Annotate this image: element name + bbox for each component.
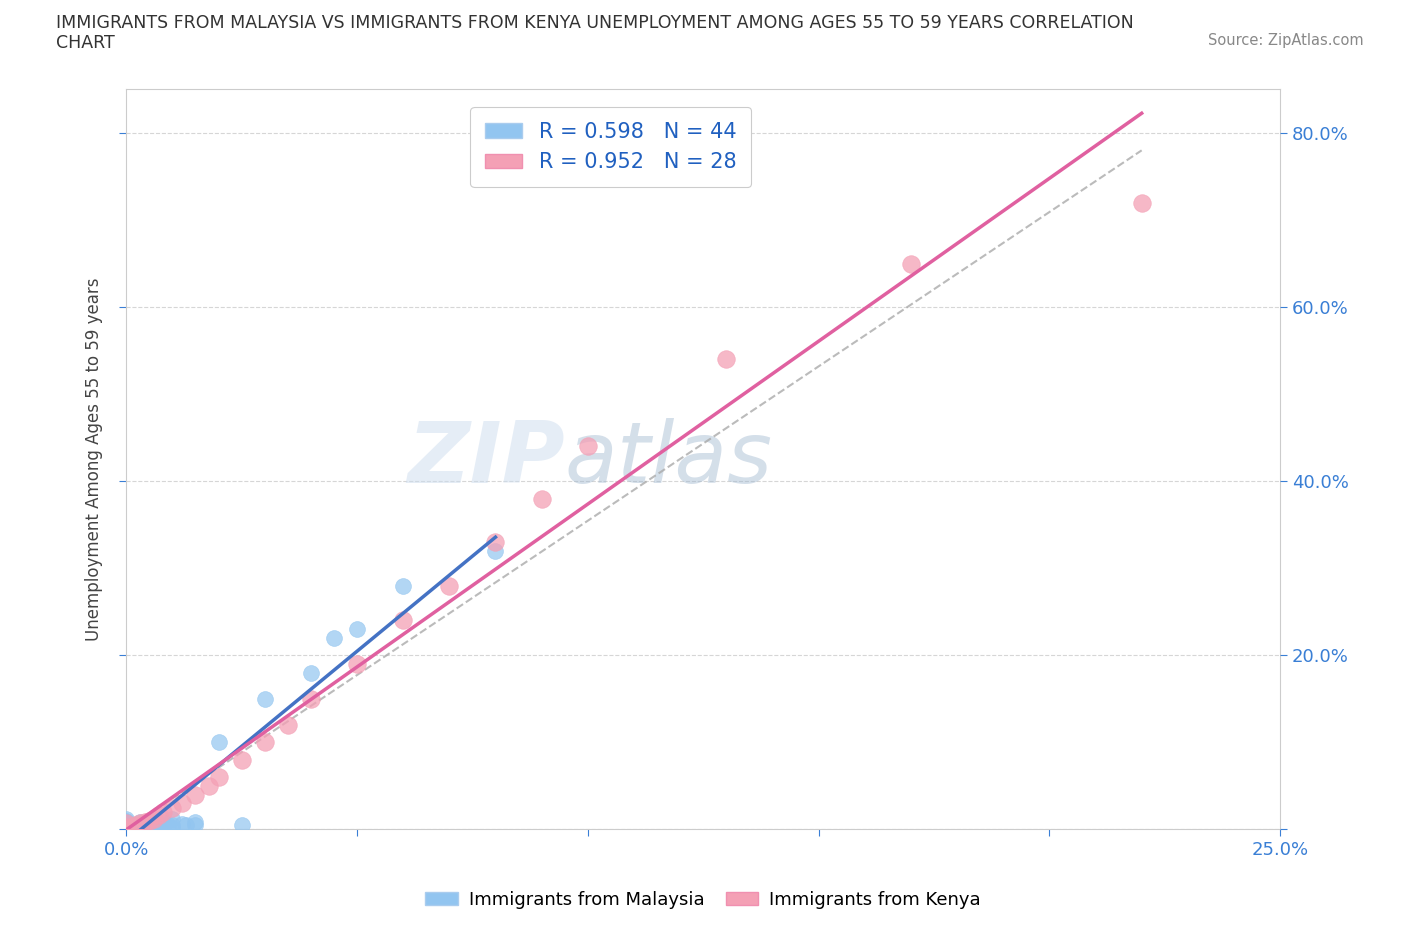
Text: ZIP: ZIP — [408, 418, 565, 501]
Point — [162, 817, 184, 832]
Point — [115, 822, 138, 837]
Y-axis label: Unemployment Among Ages 55 to 59 years: Unemployment Among Ages 55 to 59 years — [86, 278, 103, 641]
Point — [115, 817, 138, 831]
Point — [174, 817, 197, 832]
Point — [253, 691, 276, 706]
Point — [184, 815, 207, 830]
Point — [124, 817, 146, 832]
Point — [115, 815, 138, 830]
Point — [134, 816, 156, 830]
Point — [184, 787, 207, 802]
Point — [142, 820, 165, 835]
Point — [162, 800, 184, 815]
Point — [115, 818, 138, 833]
Point — [115, 822, 138, 837]
Point — [115, 822, 138, 837]
Point — [124, 817, 146, 832]
Point — [115, 822, 138, 837]
Text: CHART: CHART — [56, 34, 115, 52]
Point — [170, 817, 193, 831]
Point — [231, 752, 253, 767]
Point — [134, 819, 156, 834]
Point — [115, 817, 138, 832]
Legend: R = 0.598   N = 44, R = 0.952   N = 28: R = 0.598 N = 44, R = 0.952 N = 28 — [471, 107, 751, 187]
Point — [322, 631, 344, 645]
Point — [900, 256, 922, 271]
Point — [115, 822, 138, 837]
Point — [138, 813, 160, 828]
Point — [530, 491, 553, 506]
Point — [198, 778, 221, 793]
Point — [129, 820, 152, 835]
Point — [115, 820, 138, 835]
Point — [346, 657, 368, 671]
Text: IMMIGRANTS FROM MALAYSIA VS IMMIGRANTS FROM KENYA UNEMPLOYMENT AMONG AGES 55 TO : IMMIGRANTS FROM MALAYSIA VS IMMIGRANTS F… — [56, 14, 1135, 32]
Point — [115, 812, 138, 827]
Point — [1130, 195, 1153, 210]
Point — [148, 819, 170, 834]
Point — [115, 819, 138, 834]
Point — [152, 814, 174, 829]
Point — [392, 578, 415, 593]
Legend: Immigrants from Malaysia, Immigrants from Kenya: Immigrants from Malaysia, Immigrants fro… — [418, 884, 988, 916]
Point — [207, 770, 229, 785]
Point — [138, 815, 160, 830]
Point — [115, 816, 138, 830]
Text: atlas: atlas — [565, 418, 773, 501]
Point — [162, 820, 184, 835]
Point — [231, 817, 253, 832]
Point — [156, 817, 179, 832]
Point — [576, 439, 599, 454]
Point — [129, 815, 152, 830]
Point — [253, 735, 276, 750]
Point — [484, 543, 506, 558]
Point — [129, 816, 152, 830]
Point — [162, 812, 184, 827]
Point — [142, 813, 165, 828]
Point — [439, 578, 461, 593]
Point — [142, 812, 165, 827]
Point — [277, 717, 299, 732]
Point — [124, 822, 146, 837]
Point — [115, 813, 138, 828]
Point — [115, 816, 138, 830]
Text: Source: ZipAtlas.com: Source: ZipAtlas.com — [1208, 33, 1364, 47]
Point — [152, 819, 174, 834]
Point — [148, 817, 170, 831]
Point — [207, 735, 229, 750]
Point — [184, 817, 207, 832]
Point — [346, 622, 368, 637]
Point — [392, 613, 415, 628]
Point — [152, 804, 174, 819]
Point — [299, 665, 322, 680]
Point — [115, 819, 138, 834]
Point — [138, 819, 160, 834]
Point — [484, 535, 506, 550]
Point — [134, 814, 156, 829]
Point — [716, 352, 738, 366]
Point — [299, 691, 322, 706]
Point — [170, 796, 193, 811]
Point — [138, 822, 160, 837]
Point — [148, 808, 170, 823]
